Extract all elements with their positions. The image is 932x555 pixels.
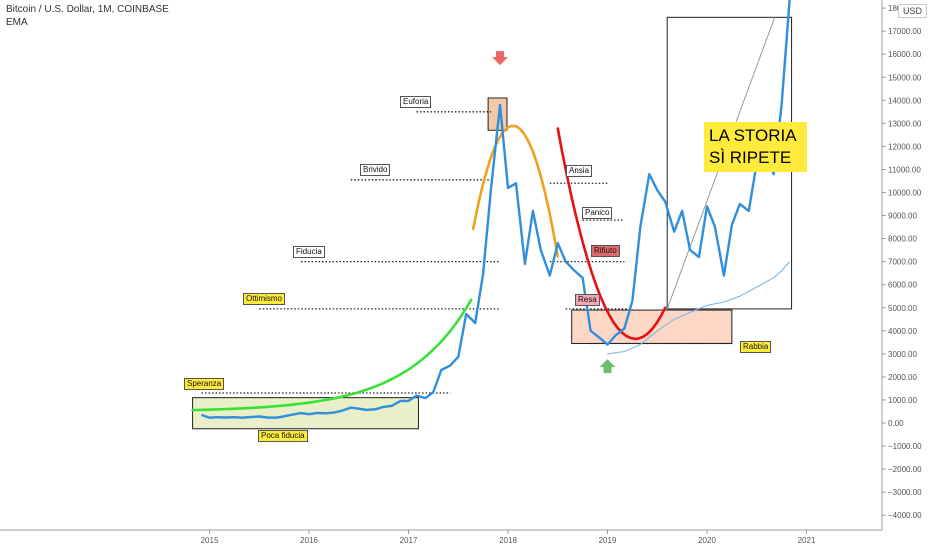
y-tick-label: 12000.00 [888, 142, 922, 151]
label-poca-fiducia: Poca fiducia [258, 430, 308, 442]
label-rifiuto: Rifiuto [591, 245, 620, 257]
y-tick-label: −4000.00 [888, 511, 922, 520]
label-euforia: Euforia [400, 96, 432, 108]
x-tick-label: 2021 [798, 536, 816, 545]
y-tick-label: −1000.00 [888, 442, 922, 451]
x-tick-label: 2017 [400, 536, 418, 545]
y-tick-label: 9000.00 [888, 212, 917, 221]
y-tick-label: 11000.00 [888, 165, 921, 174]
curve-speranza [191, 298, 473, 412]
currency-badge[interactable]: USD [898, 4, 928, 18]
y-tick-label: 8000.00 [888, 235, 917, 244]
label-ottimismo: Ottimismo [243, 293, 285, 305]
arrow-down-icon [492, 51, 509, 66]
y-tick-label: 10000.00 [888, 189, 922, 198]
y-tick-label: 13000.00 [888, 119, 922, 128]
label-ansia: Ansia [566, 165, 593, 177]
y-tick-label: 14000.00 [888, 96, 922, 105]
y-tick-label: −3000.00 [888, 488, 922, 497]
label-rabbia: Rabbia [740, 341, 772, 353]
x-tick-label: 2019 [599, 536, 617, 545]
label-resa: Resa [575, 294, 600, 306]
y-tick-label: 17000.00 [888, 27, 922, 36]
curve-euforia [471, 124, 560, 258]
callout-la-storia-si-ripete: LA STORIA SÌ RIPETE [704, 122, 807, 172]
y-tick-label: 6000.00 [888, 281, 917, 290]
y-tick-label: 7000.00 [888, 258, 917, 267]
label-fiducia: Fiducia [293, 246, 325, 258]
zone-rabbia [571, 309, 733, 344]
y-tick-label: 2000.00 [888, 373, 917, 382]
x-tick-label: 2018 [499, 536, 517, 545]
y-tick-label: −2000.00 [888, 465, 922, 474]
series-price [201, 0, 791, 419]
curve-panico [556, 127, 667, 341]
y-tick-label: 3000.00 [888, 350, 917, 359]
series-ema [607, 261, 791, 355]
indicator-label: EMA [6, 17, 28, 28]
y-tick-label: 4000.00 [888, 327, 917, 336]
label-brivido: Brivido [360, 164, 391, 176]
x-tick-label: 2020 [698, 536, 716, 545]
label-panico: Panico [582, 207, 613, 219]
chart-title: Bitcoin / U.S. Dollar, 1M, COINBASE [6, 4, 169, 15]
x-tick-label: 2016 [300, 536, 318, 545]
y-tick-label: 1000.00 [888, 396, 917, 405]
y-tick-label: 16000.00 [888, 50, 922, 59]
label-speranza: Speranza [184, 378, 225, 390]
x-tick-label: 2015 [201, 536, 219, 545]
y-tick-label: 5000.00 [888, 304, 917, 313]
y-tick-label: 0.00 [888, 419, 904, 428]
arrow-up-icon [599, 359, 616, 374]
y-tick-label: 15000.00 [888, 73, 922, 82]
